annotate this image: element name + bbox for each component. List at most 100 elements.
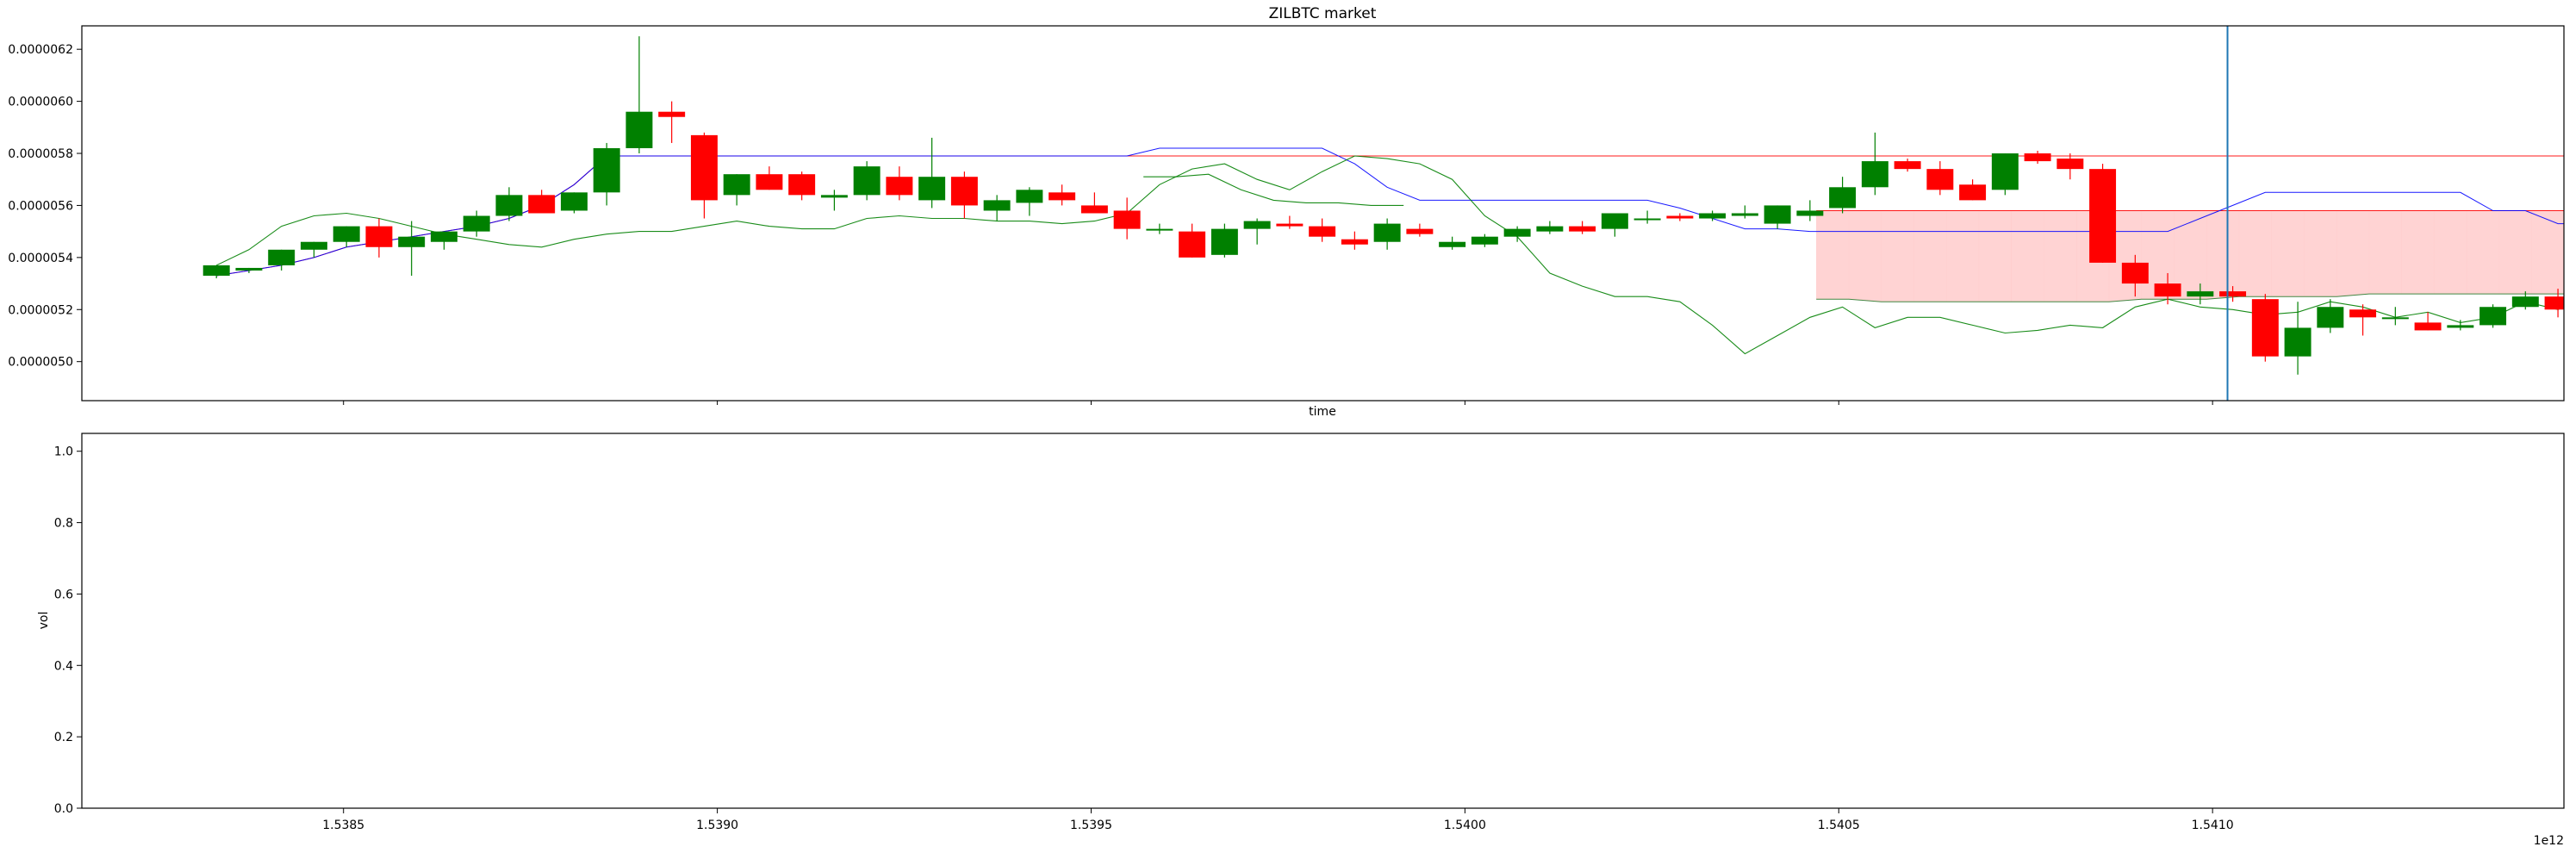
candle-body [593, 147, 620, 193]
y-tick-label: 0.0000050 [8, 356, 73, 370]
candle-body [1179, 231, 1206, 258]
candle-body [2349, 309, 2377, 318]
cloud-segment [2206, 210, 2240, 300]
candle-body [2187, 291, 2214, 297]
y-tick-label: 0.6 [54, 588, 73, 601]
price-plot-area [202, 26, 2564, 401]
candle-body [918, 177, 946, 201]
candle-body [2284, 327, 2312, 357]
y-tick-label: 0.0000052 [8, 303, 73, 317]
candle-body [1341, 239, 1368, 245]
cloud-segment [1815, 210, 1850, 300]
candle-body [1210, 228, 1238, 255]
candle-body [2024, 153, 2051, 162]
y-tick-label: 0.2 [54, 731, 73, 744]
candle-body [1439, 241, 1466, 247]
candle-body [1048, 192, 1076, 201]
y-axis-label-vol: vol [37, 612, 51, 630]
cloud-segment [1881, 210, 1914, 302]
x-tick-label: 1.5395 [1070, 819, 1112, 832]
cloud-segment [2336, 210, 2370, 297]
candle-body [333, 226, 360, 242]
candle-body [235, 267, 263, 271]
cloud-segment [2044, 210, 2077, 302]
chikou-line [215, 155, 2564, 355]
y-tick-label: 1.0 [54, 445, 73, 459]
candle-body [2251, 299, 2279, 357]
span-b-line [1816, 293, 2564, 302]
candle-body [463, 215, 490, 232]
cloud-segment [2011, 210, 2044, 302]
cloud-segment [2498, 210, 2532, 295]
candle-body [268, 249, 296, 265]
cloud-segment [2271, 210, 2305, 297]
candle-body [820, 195, 848, 198]
candle-body [1894, 161, 1921, 170]
price-panel: ZILBTC market 0.0000050 0.0000052 0.000005… [8, 5, 2565, 419]
cloud-segment [1913, 210, 1947, 302]
candle-body [723, 174, 750, 196]
cloud-segment [2434, 210, 2467, 295]
candle-body [1243, 221, 1271, 229]
y-tick-label: 0.0000054 [8, 252, 73, 265]
candle-body [528, 195, 556, 214]
candle-body [983, 200, 1011, 211]
cloud-segment [1848, 210, 1882, 302]
candle-body [1536, 226, 1564, 232]
chart-title: ZILBTC market [1269, 5, 1377, 22]
candle-body [658, 111, 686, 117]
candle-body [2544, 296, 2564, 310]
candle-body [1764, 205, 1791, 224]
candle-body [365, 226, 393, 247]
tenkan-line [216, 147, 2564, 277]
candle-body [1601, 213, 1628, 229]
candle-body [1406, 228, 1434, 234]
candle-body [560, 192, 588, 211]
span-a-line [1816, 210, 2564, 211]
price-x-axis [343, 401, 2213, 405]
candle-body [1373, 223, 1401, 242]
candle-body [2317, 307, 2344, 328]
candle-body [625, 111, 653, 148]
candle-body [1569, 226, 1596, 232]
y-tick-label: 0.8 [54, 517, 73, 531]
y-tick-label: 0.4 [54, 659, 73, 673]
candle-body [1666, 215, 1694, 219]
candle-body [1861, 161, 1888, 188]
x-tick-label: 1.5385 [322, 819, 364, 832]
candle-body [300, 241, 327, 250]
x-tick-label: 1.5390 [696, 819, 738, 832]
x-axis-label: time [1309, 405, 1336, 419]
candle-body [2381, 317, 2409, 320]
cloud-segment [2368, 210, 2402, 295]
candle-body [1959, 184, 1987, 201]
candle-body [2121, 262, 2149, 284]
volume-y-axis: 0.0 0.2 0.4 0.6 0.8 1.0 [54, 445, 82, 816]
candle-body [1276, 223, 1304, 227]
candle-body [1309, 226, 1336, 237]
price-axes-frame [81, 25, 2565, 402]
candle-body [2089, 169, 2117, 263]
candle-body [2056, 159, 2084, 170]
candle-body [1699, 213, 1727, 219]
cloud-segment [1978, 210, 2012, 302]
candle-body [1146, 228, 1173, 231]
candle-body [1829, 187, 1857, 209]
chikou-line-segment [1143, 173, 1404, 206]
candle-body [2447, 325, 2474, 328]
x-tick-label: 1.5410 [2192, 819, 2234, 832]
candle-body [1471, 236, 1498, 245]
volume-axes-frame [81, 433, 2565, 809]
y-tick-label: 0.0000062 [8, 43, 73, 57]
x-tick-label: 1.5400 [1444, 819, 1486, 832]
x-tick-label: 1.5405 [1818, 819, 1860, 832]
candle-body [398, 236, 426, 247]
cloud-segment [2238, 210, 2272, 297]
cloud-segment [2531, 210, 2564, 295]
candle-body [1016, 190, 1043, 203]
candle-body [2511, 296, 2539, 308]
candle-body [756, 174, 783, 190]
candle-body [1926, 169, 1954, 190]
cloud-segment [2466, 210, 2500, 295]
candle-body [690, 134, 718, 201]
